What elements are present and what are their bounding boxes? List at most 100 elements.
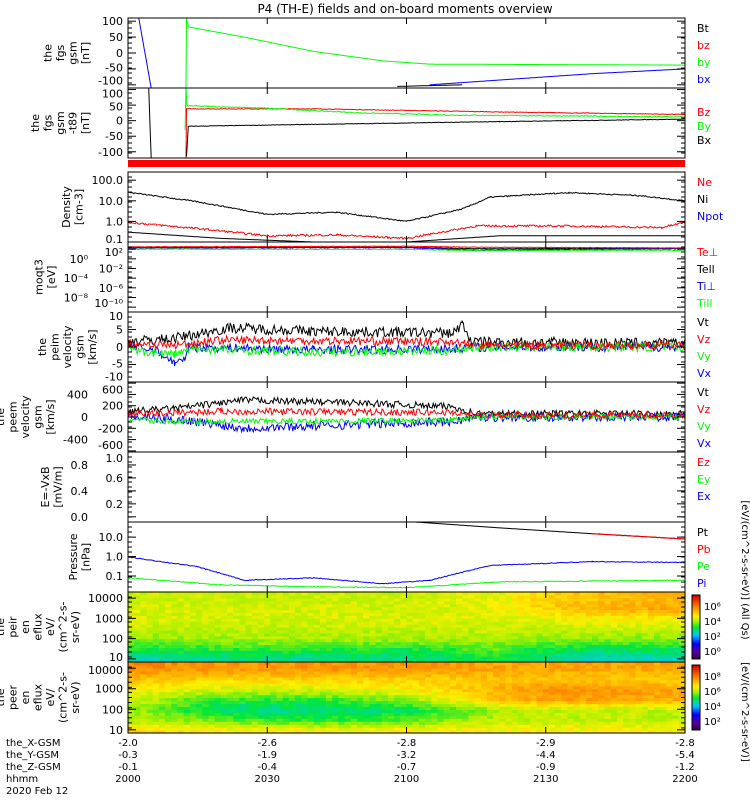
spectrogram-cell — [295, 676, 302, 681]
spectrogram-cell — [412, 730, 420, 734]
spectrogram-cell — [381, 638, 389, 643]
spectrogram-cell — [493, 709, 500, 713]
spectrogram-cell — [511, 718, 519, 722]
spectrogram-cell — [530, 676, 538, 681]
spectrogram-cell — [319, 641, 327, 646]
spectrogram-cell — [319, 621, 327, 625]
spectrogram-cell — [678, 662, 686, 666]
spectrogram-cell — [239, 700, 247, 705]
spectrogram-cell — [220, 665, 228, 669]
spectrogram-cell — [332, 724, 339, 728]
spectrogram-cell — [418, 662, 426, 666]
spectrogram-cell — [177, 627, 185, 631]
spectrogram-cell — [493, 667, 500, 672]
spectrogram-cell — [647, 676, 655, 681]
spectrogram-cell — [623, 659, 630, 663]
spectrogram-cell — [134, 629, 141, 634]
spectrogram-cell — [251, 656, 259, 660]
spectrogram-cell — [474, 673, 482, 678]
spectrogram-cell — [511, 712, 519, 716]
spectrogram-cell — [270, 703, 278, 707]
spectrogram-cell — [524, 712, 531, 716]
spectrogram-cell — [319, 627, 327, 631]
spectrogram-cell — [276, 594, 284, 599]
spectrogram-cell — [406, 712, 414, 716]
spectrogram-cell — [505, 621, 513, 625]
spectrogram-cell — [134, 673, 141, 678]
spectrogram-cell — [338, 635, 346, 640]
spectrogram-cell — [270, 679, 278, 684]
spectrogram-cell — [344, 656, 352, 660]
spectrogram-cell — [319, 653, 327, 657]
spectrogram-cell — [616, 656, 624, 660]
series-line-Till — [128, 248, 685, 252]
spectrogram-cell — [282, 688, 290, 693]
spectrogram-cell — [536, 618, 544, 622]
spectrogram-cell — [288, 594, 296, 599]
spectrogram-cell — [530, 650, 538, 654]
spectrogram-cell — [276, 653, 284, 657]
spectrogram-cell — [350, 621, 358, 625]
spectrogram-cell — [579, 682, 587, 687]
spectrogram-cell — [350, 629, 358, 634]
spectrogram-cell — [264, 667, 271, 672]
spectrogram-cell — [672, 609, 680, 613]
spectrogram-cell — [678, 676, 686, 681]
spectrogram-cell — [567, 700, 575, 705]
spectrogram-cell — [158, 624, 166, 628]
spectrogram-cell — [511, 665, 519, 669]
spectrogram-cell — [499, 685, 507, 690]
spectrogram-cell — [672, 662, 680, 666]
spectrogram-cell — [350, 703, 358, 707]
spectrogram-cell — [214, 712, 222, 716]
spectrogram-cell — [573, 659, 581, 663]
spectrogram-cell — [468, 673, 476, 678]
spectrogram-cell — [258, 715, 265, 719]
spectrogram-cell — [511, 609, 519, 613]
spectrogram-cell — [449, 641, 457, 646]
spectrogram-cell — [357, 653, 364, 657]
spectrogram-cell — [548, 650, 556, 654]
spectrogram-cell — [258, 621, 265, 625]
spectrogram-cell — [431, 618, 439, 622]
series-line-Bx — [148, 88, 152, 158]
spectrogram-cell — [524, 635, 531, 640]
spectrogram-cell — [227, 606, 234, 611]
spectrogram-cell — [468, 597, 476, 602]
spectrogram-cell — [177, 673, 185, 678]
spectrogram-cell — [140, 629, 148, 634]
spectrogram-cell — [227, 594, 234, 599]
spectrogram-cell — [505, 679, 513, 684]
spectrogram-cell — [165, 730, 172, 734]
spectrogram-cell — [567, 715, 575, 719]
spectrogram-cell — [647, 688, 655, 693]
spectrogram-cell — [239, 606, 247, 611]
spectrogram-cell — [319, 659, 327, 663]
spectrogram-cell — [456, 706, 463, 710]
spectrogram-cell — [586, 656, 593, 660]
spectrogram-cell — [270, 685, 278, 690]
spectrogram-cell — [598, 706, 606, 710]
y-tick-label: 0.6 — [106, 472, 124, 485]
y-tick-label: 100.0 — [92, 174, 124, 187]
spectrogram-cell — [610, 730, 618, 734]
spectrogram-cell — [641, 676, 649, 681]
spectrogram-cell — [647, 644, 655, 648]
spectrogram-cell — [666, 659, 674, 663]
spectrogram-cell — [319, 597, 327, 602]
spectrogram-cell — [449, 594, 457, 599]
spectrogram-cell — [431, 730, 439, 734]
spectrogram-cell — [400, 724, 408, 728]
spectrogram-cell — [196, 609, 203, 613]
spectrogram-cell — [233, 706, 240, 710]
colorbar-tick-label: 10⁶ — [704, 602, 721, 613]
spectrogram-cell — [301, 653, 309, 657]
spectrogram-cell — [616, 724, 624, 728]
spectrogram-cell — [468, 685, 476, 690]
spectrogram-cell — [635, 709, 643, 713]
spectrogram-cell — [363, 594, 370, 599]
spectrogram-cell — [406, 597, 414, 602]
spectrogram-cell — [326, 641, 333, 646]
spectrogram-cell — [227, 609, 234, 613]
spectrogram-cell — [332, 718, 339, 722]
